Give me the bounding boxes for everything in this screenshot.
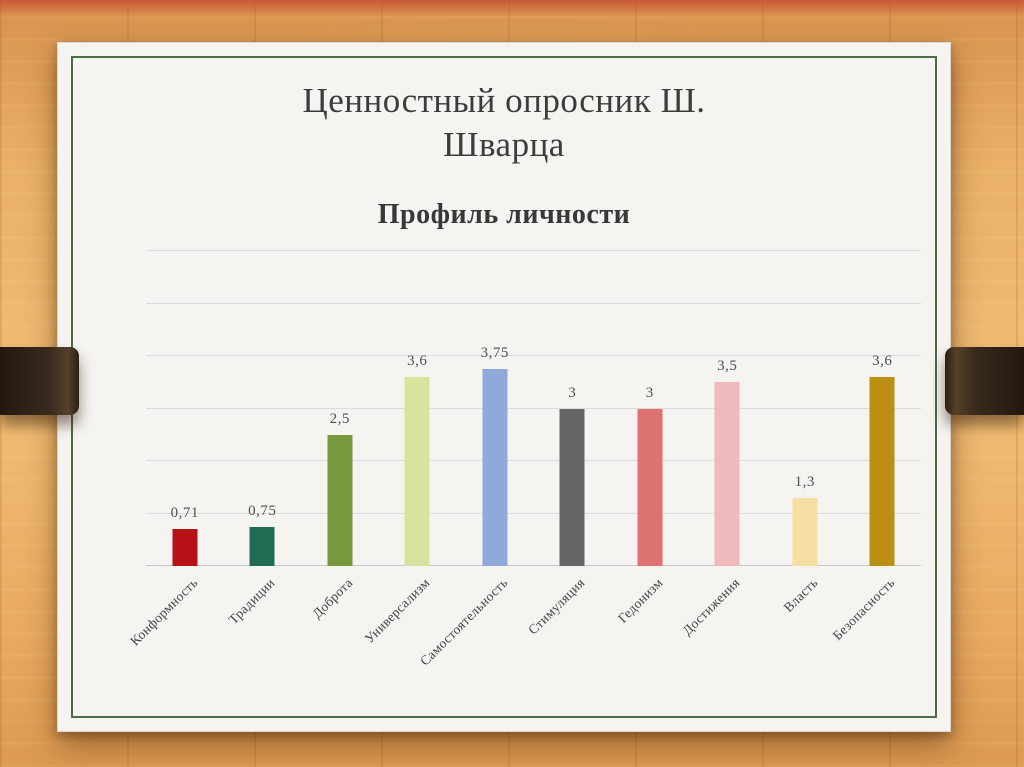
bar [869,377,895,566]
bar-value-label: 3,5 [717,358,738,375]
bar [714,382,740,566]
bar-value-label: 3 [568,384,577,401]
presentation-slide: Ценностный опросник Ш. Шварца Профиль ли… [57,42,951,732]
bar-slot: 3,75 Самостоятельность [417,251,534,668]
gridline [146,302,921,304]
bar-category-label: Конформность [126,575,201,649]
bar-slot: 0,71 Конформность [127,251,224,649]
bar-category-label: Доброта [309,575,356,622]
gridline [146,565,921,566]
bar-value-label: 1,3 [794,473,815,490]
bar-category-label: Достижения [679,575,743,639]
right-strap [945,347,1024,415]
bar-category-label: Универсализм [361,575,433,646]
bar-slot: 1,3 Власть [766,251,844,615]
gridline [146,250,921,251]
bar-category-label: Традиции [225,575,278,628]
left-strap [0,347,79,415]
chart-title: Профиль личности [377,199,631,230]
bar-value-label: 3,6 [407,353,428,369]
bar [637,408,663,566]
bar-category-label: Самостоятельность [416,575,511,669]
bar-category-label: Стимуляция [525,575,588,638]
bar-value-label: 2,5 [329,410,350,427]
bar-value-label: 0,71 [170,504,199,521]
bar [172,528,198,566]
gridline [146,512,921,514]
bar [404,377,430,566]
bar-slot: 3,6 Универсализм [362,251,457,646]
bar [482,369,508,566]
bar-slot: 3 Стимуляция [525,251,612,638]
gridline [146,407,921,409]
plot-area: 0,71 Конформность 0,75 Традиции 2,5 Доброта 3,… [127,250,922,669]
bar-value-label: 0,75 [248,502,277,519]
bar-slot: 3 Гедонизм [611,251,689,626]
bar [559,408,585,566]
bar [249,526,275,566]
bar-value-label: 3,75 [480,345,509,362]
bar-slot: 2,5 Доброта [301,251,379,621]
gridline [146,460,921,461]
bar-category-label: Безопасность [829,575,898,643]
bar-category-label: Гедонизм [614,575,666,626]
bar [792,497,818,566]
slide-title: Ценностный опросник Ш. Шварца [302,81,706,165]
bar-category-label: Власть [780,575,821,616]
bar-value-label: 3,6 [872,353,893,369]
bar-slot: 3,5 Достижения [680,251,767,638]
bar-slot: 3,6 Безопасность [830,251,922,643]
bar [327,434,353,566]
bar-slot: 0,75 Традиции [224,251,302,627]
bar-value-label: 3 [645,384,654,401]
gridline [146,355,921,356]
